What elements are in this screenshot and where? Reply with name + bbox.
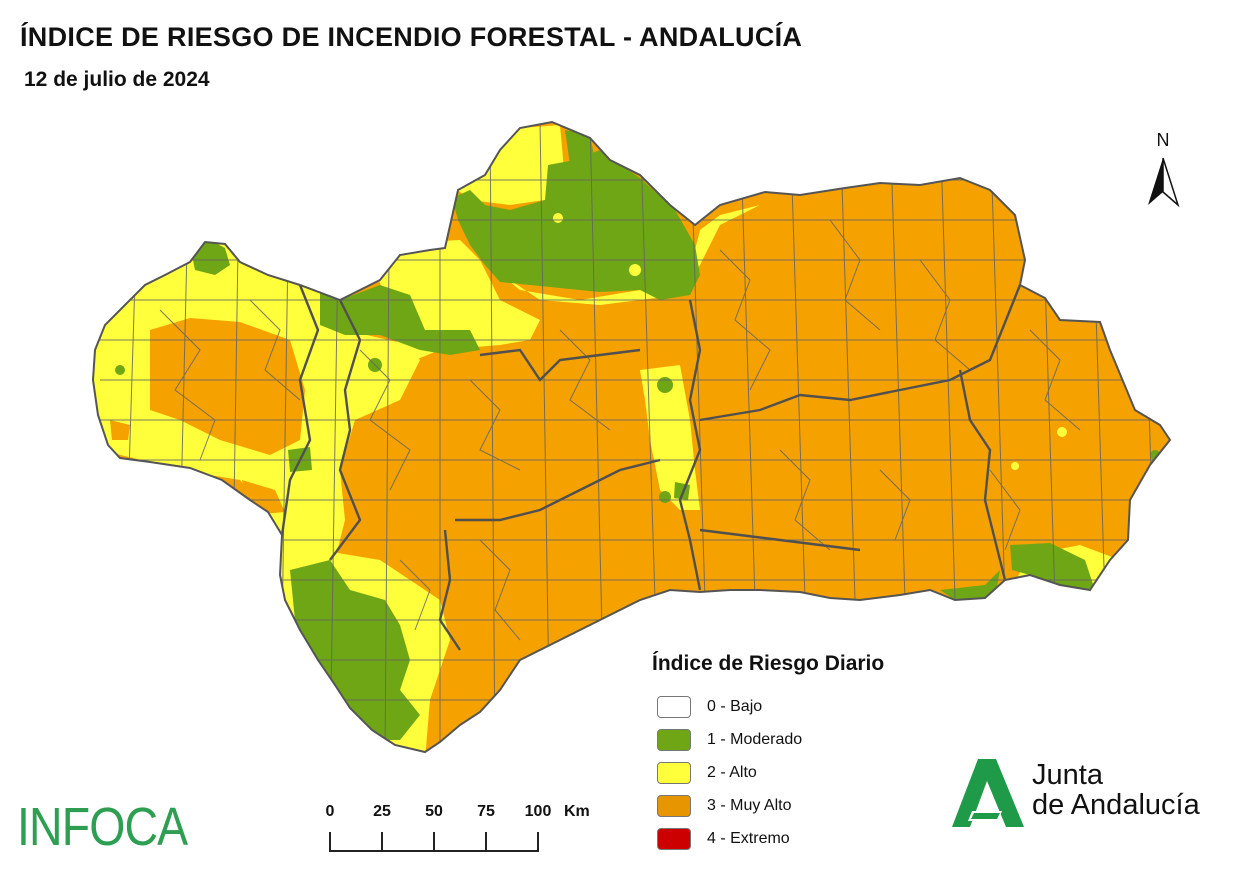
junta-logo-icon — [952, 759, 1024, 827]
scale-tick — [329, 832, 331, 852]
scale-label-50: 50 — [425, 803, 443, 820]
legend-label: 3 - Muy Alto — [707, 796, 792, 814]
legend-item-extremo: 4 - Extremo — [652, 822, 952, 855]
legend-label: 2 - Alto — [707, 763, 757, 781]
legend: Índice de Riesgo Diario 0 - Bajo 1 - Mod… — [652, 652, 952, 855]
north-letter: N — [1156, 130, 1170, 150]
date-subtitle: 12 de julio de 2024 — [24, 68, 210, 91]
scale-label-75: 75 — [477, 803, 495, 820]
legend-swatch-bajo — [657, 695, 691, 718]
legend-label: 0 - Bajo — [707, 697, 763, 715]
legend-item-bajo: 0 - Bajo — [652, 690, 952, 723]
scale-label-100: 100 — [524, 803, 552, 820]
scale-tick — [433, 832, 435, 852]
scale-tick — [485, 832, 487, 852]
legend-item-moderado: 1 - Moderado — [652, 723, 952, 756]
scale-label-0: 0 — [325, 803, 335, 820]
legend-swatch-alto — [657, 761, 691, 784]
junta-text-line2: de Andalucía — [1032, 789, 1200, 821]
legend-title: Índice de Riesgo Diario — [652, 652, 885, 675]
legend-label: 1 - Moderado — [707, 730, 803, 748]
legend-swatch-extremo — [657, 827, 691, 850]
legend-item-alto: 2 - Alto — [652, 756, 952, 789]
scale-unit: Km — [564, 803, 590, 820]
legend-swatch-moderado — [657, 728, 691, 751]
junta-de-andalucia-logo: Junta de Andalucía — [948, 755, 1228, 835]
legend-swatch-muy-alto — [657, 794, 691, 817]
scale-bar: 0 25 50 75 100 Km — [318, 800, 618, 860]
scale-label-25: 25 — [373, 803, 391, 820]
north-arrow: N — [1140, 130, 1186, 210]
north-arrow-icon — [1148, 157, 1180, 208]
page-title: ÍNDICE DE RIESGO DE INCENDIO FORESTAL - … — [20, 22, 803, 52]
infoca-logo: INFOCA — [17, 797, 188, 857]
scale-tick — [537, 832, 539, 852]
legend-item-muy-alto: 3 - Muy Alto — [652, 789, 952, 822]
scale-tick — [381, 832, 383, 852]
junta-text-line1: Junta — [1032, 759, 1103, 791]
legend-label: 4 - Extremo — [707, 829, 790, 847]
